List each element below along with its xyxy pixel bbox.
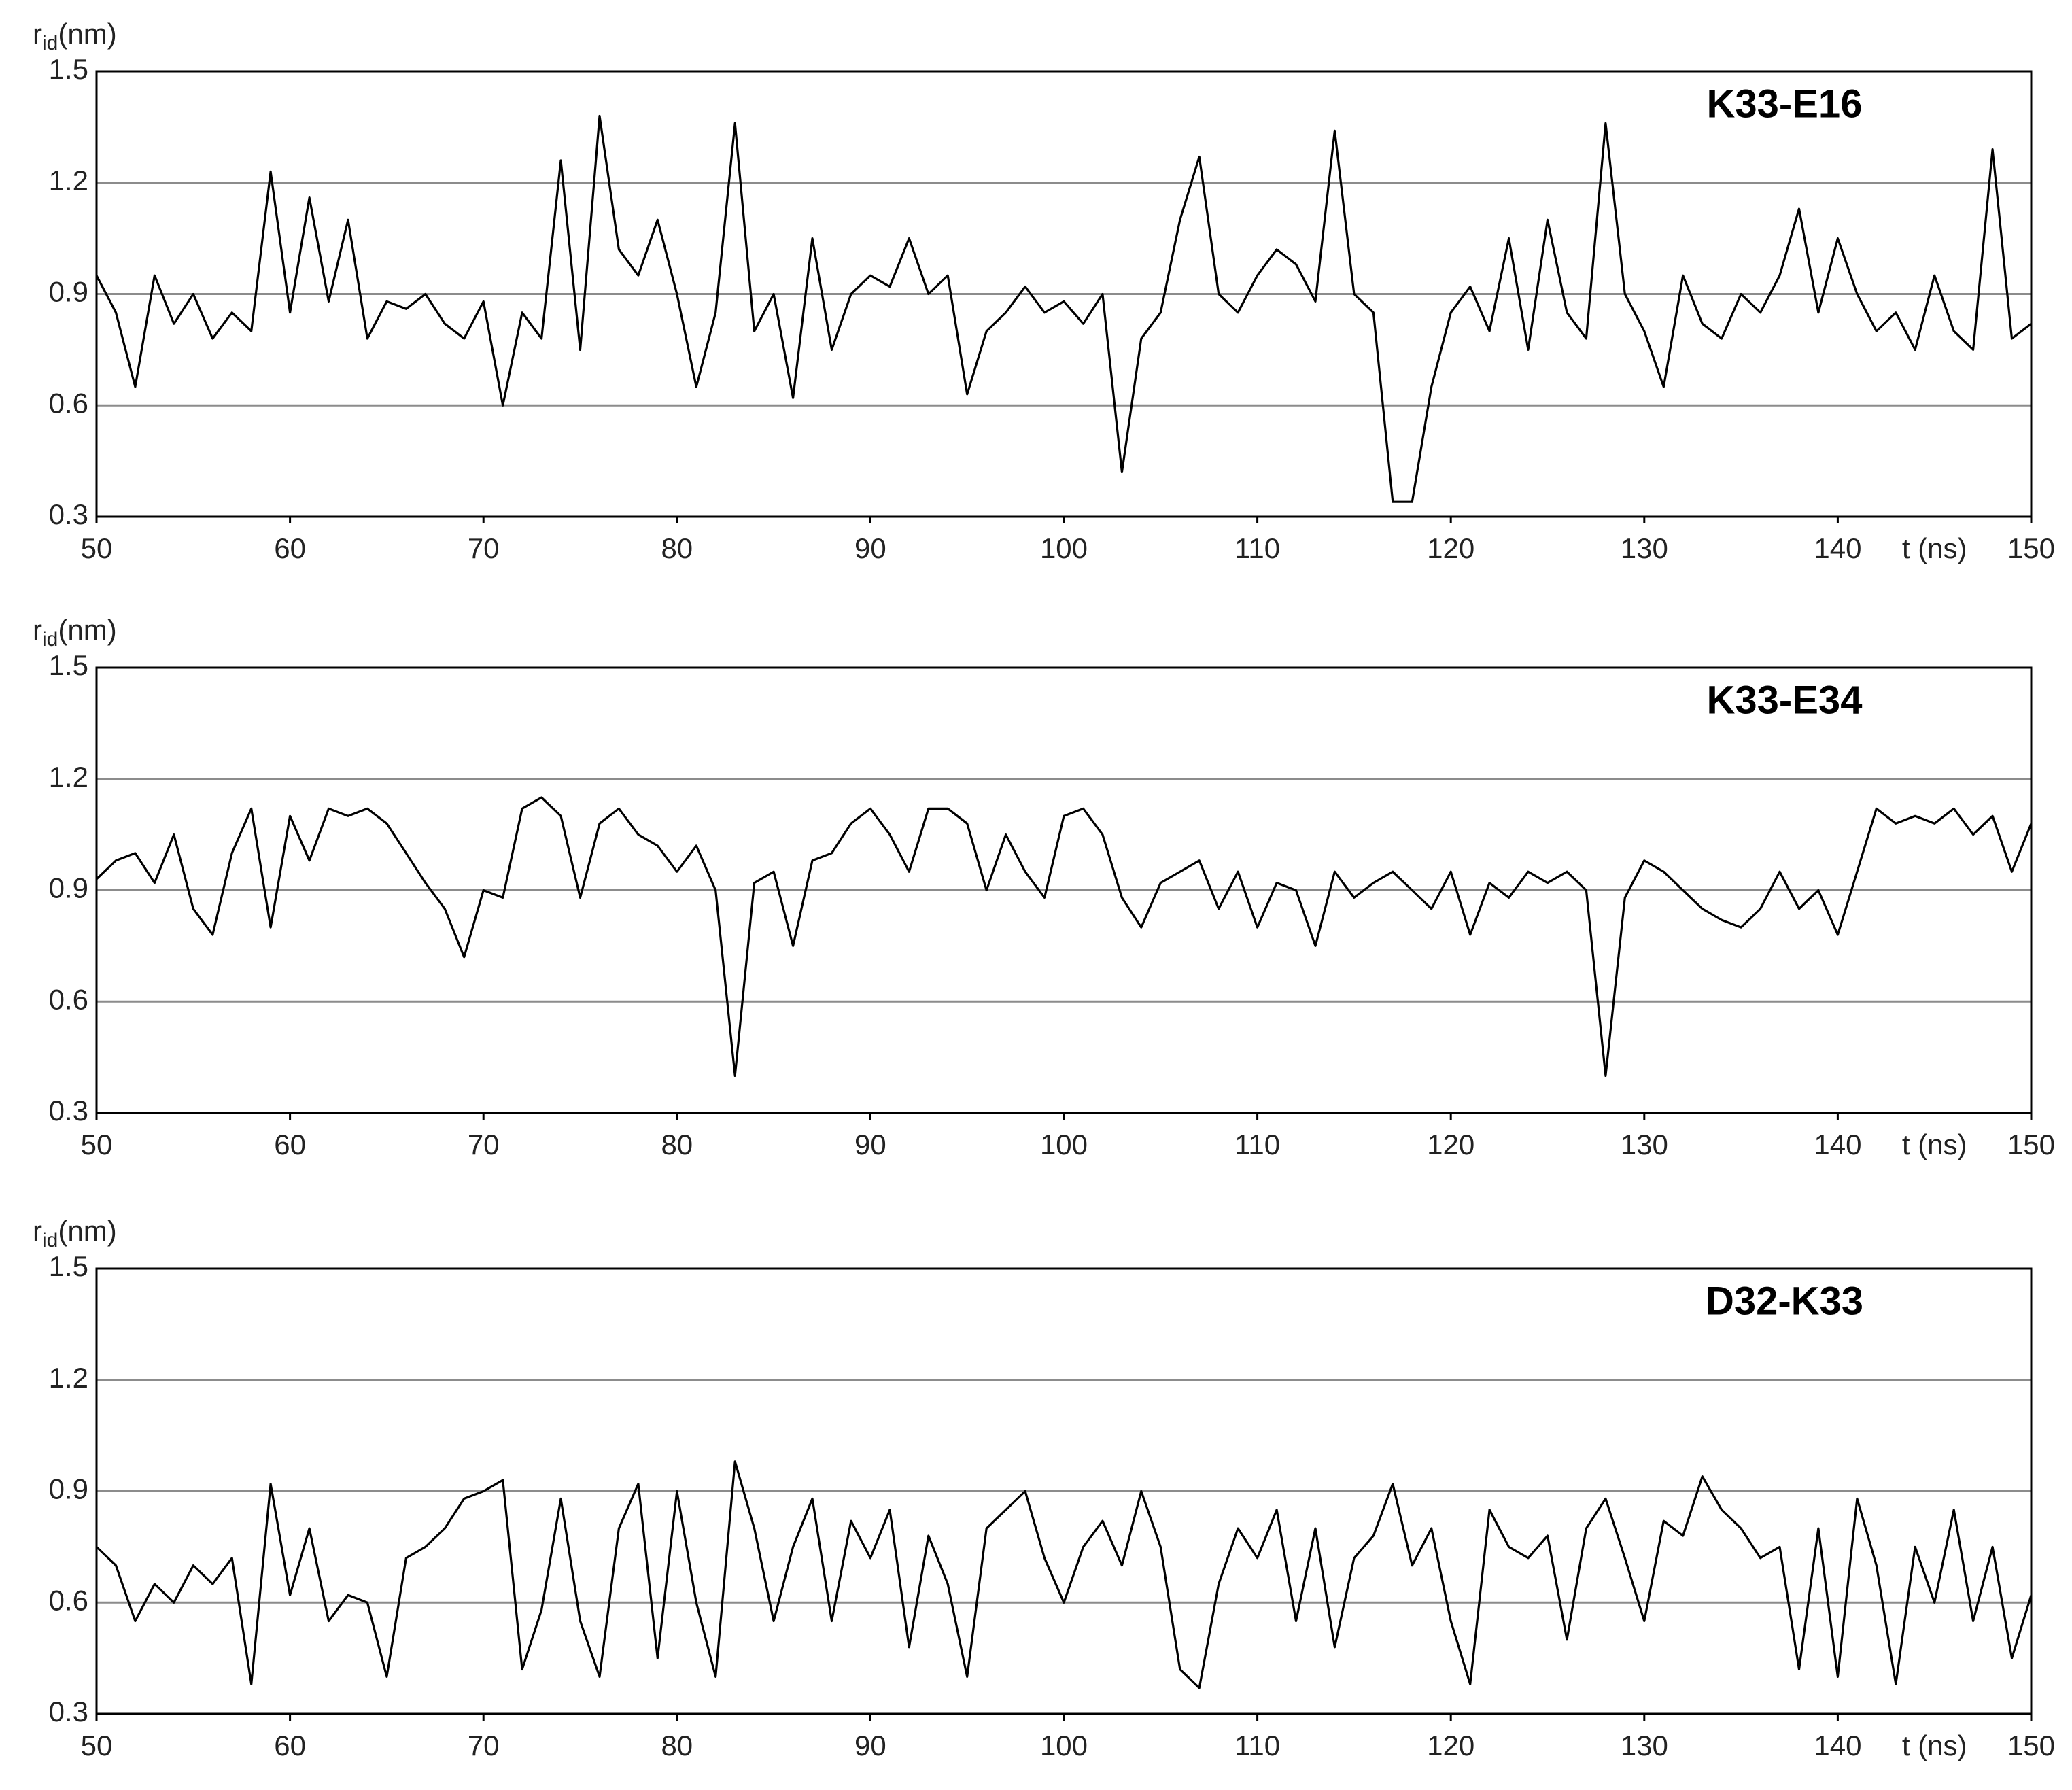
- y-tick-label: 0.3: [49, 1095, 88, 1126]
- x-tick-label: 70: [468, 1729, 500, 1761]
- y-axis-label-main: r: [33, 614, 42, 646]
- x-tick-label: 60: [274, 1129, 306, 1160]
- x-tick-label: 70: [468, 1129, 500, 1160]
- y-tick-label: 0.6: [49, 1584, 88, 1616]
- x-tick-label: 100: [1040, 532, 1088, 564]
- data-line: [95, 114, 2032, 503]
- x-tick-label: 120: [1427, 1129, 1474, 1160]
- x-tick-label: 150: [2007, 1129, 2055, 1160]
- y-axis-label-main: r: [33, 1215, 42, 1247]
- x-tick-label: 50: [81, 1129, 113, 1160]
- y-tick-label: 0.6: [49, 983, 88, 1015]
- y-axis-label-sub: id: [42, 1229, 58, 1252]
- x-axis-label: t (ns): [1902, 1129, 1967, 1160]
- y-tick-label: 1.5: [49, 649, 88, 681]
- x-tick-label: 140: [1814, 532, 1861, 564]
- data-line: [95, 796, 2033, 1077]
- x-tick-label: 80: [661, 1129, 693, 1160]
- x-tick-label: 140: [1814, 1729, 1861, 1761]
- y-tick-label: 0.3: [49, 498, 88, 530]
- y-axis-label-unit: (nm): [58, 614, 116, 646]
- x-tick-label: 130: [1621, 532, 1668, 564]
- x-tick-label: 110: [1234, 1129, 1280, 1160]
- x-axis-label: t (ns): [1902, 532, 1967, 564]
- y-tick-label: 1.2: [49, 761, 88, 793]
- y-axis-label-sub: id: [42, 32, 58, 54]
- data-line: [95, 1460, 2033, 1689]
- x-tick-label: 70: [468, 532, 500, 564]
- x-tick-label: 150: [2007, 1729, 2055, 1761]
- x-axis-label: t (ns): [1902, 1729, 1967, 1761]
- x-tick-label: 80: [661, 532, 693, 564]
- y-axis-label: rid(nm): [33, 1215, 117, 1252]
- y-tick-label: 1.5: [49, 53, 88, 85]
- chart-title: K33-E34: [1707, 678, 1863, 722]
- x-tick-label: 130: [1621, 1729, 1668, 1761]
- y-tick-label: 0.9: [49, 872, 88, 904]
- x-tick-label: 80: [661, 1729, 693, 1761]
- y-axis-label-unit: (nm): [58, 18, 116, 50]
- x-tick-label: 90: [854, 532, 886, 564]
- x-tick-label: 140: [1814, 1129, 1861, 1160]
- y-tick-label: 0.6: [49, 387, 88, 419]
- x-tick-label: 60: [274, 532, 306, 564]
- x-tick-label: 90: [854, 1729, 886, 1761]
- x-tick-label: 150: [2007, 532, 2055, 564]
- y-tick-label: 1.2: [49, 1362, 88, 1394]
- y-tick-label: 0.9: [49, 276, 88, 308]
- x-tick-label: 60: [274, 1729, 306, 1761]
- y-axis-label: rid(nm): [33, 18, 117, 54]
- y-tick-label: 0.9: [49, 1473, 88, 1505]
- x-tick-label: 130: [1621, 1129, 1668, 1160]
- y-axis-label-unit: (nm): [58, 1215, 116, 1247]
- y-tick-label: 0.3: [49, 1696, 88, 1727]
- x-tick-label: 100: [1040, 1129, 1088, 1160]
- x-tick-label: 110: [1234, 532, 1280, 564]
- chart-title: D32-K33: [1706, 1279, 1863, 1323]
- chart-title: K33-E16: [1707, 82, 1863, 126]
- y-axis-label-main: r: [33, 18, 42, 50]
- y-tick-label: 1.2: [49, 165, 88, 196]
- y-axis-label-sub: id: [42, 628, 58, 651]
- y-axis-label: rid(nm): [33, 614, 117, 651]
- x-tick-label: 50: [81, 1729, 113, 1761]
- x-tick-label: 50: [81, 532, 113, 564]
- x-tick-label: 90: [854, 1129, 886, 1160]
- x-tick-label: 120: [1427, 532, 1474, 564]
- x-tick-label: 100: [1040, 1729, 1088, 1761]
- y-tick-label: 1.5: [49, 1250, 88, 1282]
- x-tick-label: 120: [1427, 1729, 1474, 1761]
- x-tick-label: 110: [1234, 1729, 1280, 1761]
